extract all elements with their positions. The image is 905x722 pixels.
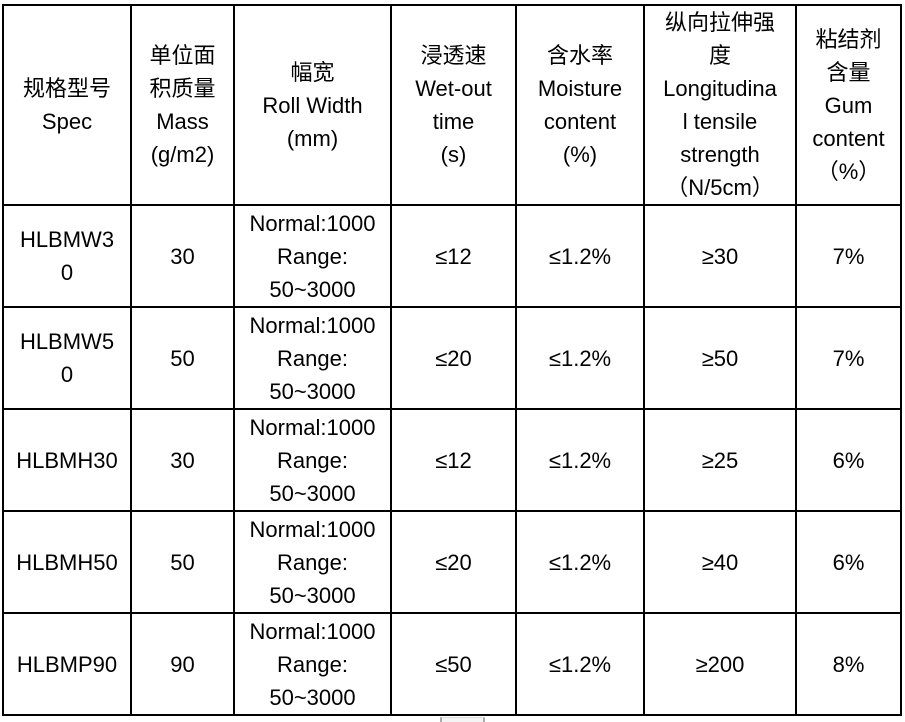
cell-wet-out-time: ≤50 — [390, 612, 517, 716]
cell-gum-content: 7% — [795, 306, 902, 410]
cell-mass: 30 — [130, 408, 235, 512]
cell-wet-out-time: ≤12 — [390, 204, 517, 308]
cell-spec: HLBMH30 — [2, 408, 132, 512]
col-header-spec: 规格型号 Spec — [2, 4, 132, 206]
table-row: HLBMH50 50 Normal:1000 Range: 50~3000 ≤2… — [2, 510, 902, 614]
cell-spec: HLBMP90 — [2, 612, 132, 716]
cell-tensile-strength: ≥30 — [643, 204, 797, 308]
cell-spec: HLBMW5 0 — [2, 306, 132, 410]
cell-tensile-strength: ≥25 — [643, 408, 797, 512]
col-header-moisture-content: 含水率 Moisture content (%) — [515, 4, 645, 206]
cell-roll-width: Normal:1000 Range: 50~3000 — [233, 408, 392, 512]
cell-moisture-content: ≤1.2% — [515, 408, 645, 512]
cell-mass: 50 — [130, 306, 235, 410]
col-header-gum-content: 粘结剂 含量 Gum content （%） — [795, 4, 902, 206]
col-header-tensile-strength: 纵向拉伸强 度 Longitudina l tensile strength （… — [643, 4, 797, 206]
cell-tensile-strength: ≥50 — [643, 306, 797, 410]
cell-tensile-strength: ≥200 — [643, 612, 797, 716]
table-row: HLBMP90 90 Normal:1000 Range: 50~3000 ≤5… — [2, 612, 902, 716]
cell-spec: HLBMH50 — [2, 510, 132, 614]
table-row: HLBMW5 0 50 Normal:1000 Range: 50~3000 ≤… — [2, 306, 902, 410]
col-header-roll-width: 幅宽 Roll Width (mm) — [233, 4, 392, 206]
cell-moisture-content: ≤1.2% — [515, 306, 645, 410]
cell-wet-out-time: ≤12 — [390, 408, 517, 512]
cell-gum-content: 7% — [795, 204, 902, 308]
product-spec-table: 规格型号 Spec 单位面 积质量 Mass (g/m2) 幅宽 Roll Wi… — [2, 4, 902, 716]
col-header-wet-out-time: 浸透速 Wet-out time (s) — [390, 4, 517, 206]
cell-moisture-content: ≤1.2% — [515, 204, 645, 308]
table-row: HLBMH30 30 Normal:1000 Range: 50~3000 ≤1… — [2, 408, 902, 512]
header-row: 规格型号 Spec 单位面 积质量 Mass (g/m2) 幅宽 Roll Wi… — [2, 4, 902, 206]
cell-roll-width: Normal:1000 Range: 50~3000 — [233, 510, 392, 614]
cut-off-element-artifact — [440, 717, 485, 722]
cell-roll-width: Normal:1000 Range: 50~3000 — [233, 612, 392, 716]
cell-mass: 90 — [130, 612, 235, 716]
cell-moisture-content: ≤1.2% — [515, 612, 645, 716]
cell-tensile-strength: ≥40 — [643, 510, 797, 614]
cell-mass: 30 — [130, 204, 235, 308]
cell-gum-content: 6% — [795, 408, 902, 512]
cell-spec: HLBMW3 0 — [2, 204, 132, 308]
table-row: HLBMW3 0 30 Normal:1000 Range: 50~3000 ≤… — [2, 204, 902, 308]
cell-gum-content: 8% — [795, 612, 902, 716]
cell-roll-width: Normal:1000 Range: 50~3000 — [233, 204, 392, 308]
cell-gum-content: 6% — [795, 510, 902, 614]
cell-mass: 50 — [130, 510, 235, 614]
cell-wet-out-time: ≤20 — [390, 306, 517, 410]
cell-moisture-content: ≤1.2% — [515, 510, 645, 614]
cell-wet-out-time: ≤20 — [390, 510, 517, 614]
col-header-mass: 单位面 积质量 Mass (g/m2) — [130, 4, 235, 206]
cell-roll-width: Normal:1000 Range: 50~3000 — [233, 306, 392, 410]
